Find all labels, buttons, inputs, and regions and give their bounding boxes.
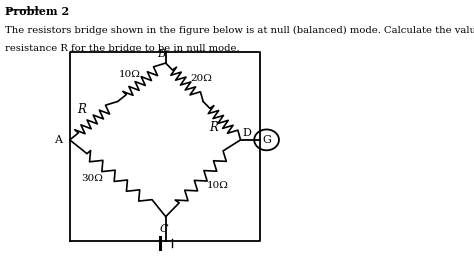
Text: A: A (54, 135, 62, 145)
Text: 10Ω: 10Ω (206, 181, 228, 190)
Text: 20Ω: 20Ω (190, 74, 212, 83)
Text: 10Ω: 10Ω (118, 70, 140, 79)
Text: G: G (262, 135, 271, 145)
Text: R: R (209, 122, 218, 135)
Text: B: B (157, 49, 165, 59)
Text: D: D (242, 128, 251, 138)
Text: resistance R for the bridge to be in null mode.: resistance R for the bridge to be in nul… (5, 44, 239, 53)
Text: C: C (160, 224, 168, 234)
Text: R: R (77, 103, 86, 116)
Text: The resistors bridge shown in the figure below is at null (balanced) mode. Calcu: The resistors bridge shown in the figure… (5, 26, 474, 35)
Text: Problem 2: Problem 2 (5, 6, 69, 17)
Text: 30Ω: 30Ω (81, 174, 103, 183)
